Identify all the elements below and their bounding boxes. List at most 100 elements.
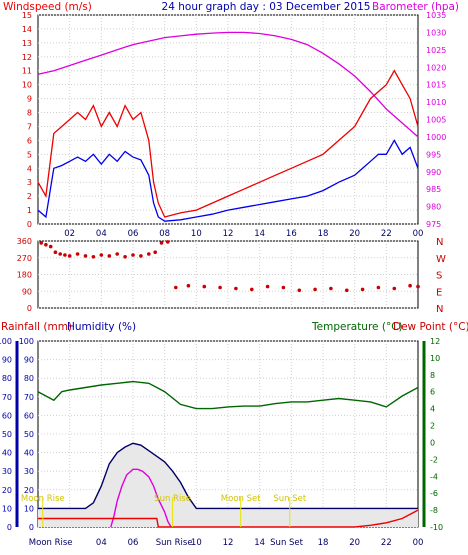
- wind-x-tick-label: 16: [286, 229, 297, 239]
- barometer-tick-label: 1010: [426, 98, 446, 107]
- wind-direction-point: [297, 288, 302, 293]
- wind-direction-point: [345, 288, 349, 293]
- wind-direction-point: [53, 250, 58, 254]
- windspeed-tick-label: 9: [27, 95, 32, 104]
- rainfall-tick-label: 30: [2, 467, 12, 476]
- temperature-tick-label: -2: [430, 455, 438, 464]
- barometer-tick-label: 1030: [426, 28, 446, 37]
- barometer-tick-label: 1005: [426, 116, 446, 125]
- wind-direction-point: [67, 254, 72, 258]
- humidity-tick-label: 100: [19, 337, 34, 346]
- direction-tick-label: 90: [22, 287, 32, 296]
- rainfall-tick-label: 50: [2, 430, 12, 439]
- wind-x-tick-label: 08: [159, 229, 170, 239]
- direction-tick-label: 180: [17, 271, 32, 280]
- barometer-tick-label: 1035: [426, 11, 446, 20]
- temperature-tick-label: 0: [430, 438, 435, 447]
- wind-direction-point: [131, 253, 135, 257]
- wind-direction-point: [58, 252, 62, 256]
- barometer-tick-label: 995: [426, 150, 441, 159]
- compass-label: E: [436, 287, 442, 298]
- rain-x-tick-label: 10: [191, 538, 202, 548]
- temperature-tick-label: -6: [430, 489, 438, 498]
- humidity-tick-label: 50: [24, 430, 34, 439]
- humidity-tick-label: 10: [24, 504, 34, 513]
- astronomy-markers: Moon Rise Sun Rise Moon Set Sun Set: [21, 494, 307, 527]
- grid-lines: [38, 14, 418, 528]
- wind-direction-point: [186, 283, 191, 288]
- temperature-tick-label: 6: [430, 388, 435, 397]
- temperature-tick-label: 2: [430, 422, 435, 431]
- wind-x-tick-label: 06: [128, 229, 139, 239]
- wind-x-tick-label: 12: [223, 229, 234, 239]
- windspeed-tick-label: 6: [27, 136, 32, 145]
- wind-direction-point: [44, 242, 48, 247]
- windspeed-tick-label: 5: [27, 150, 32, 159]
- windspeed-tick-label: 4: [27, 164, 32, 173]
- wind-average-line: [37, 139, 419, 222]
- direction-tick-label: 270: [17, 254, 32, 263]
- wind-direction-point: [281, 285, 286, 290]
- rain-x-tick-label: 04: [96, 538, 107, 548]
- rainfall-tick-label: 100: [0, 337, 12, 346]
- dewpoint-line: [38, 509, 419, 528]
- humidity-tick-label: 60: [24, 411, 34, 420]
- rain-x-tick-label: 00: [413, 538, 424, 548]
- windspeed-tick-label: 0: [27, 220, 32, 229]
- wind-direction-point: [174, 285, 178, 290]
- rain-x-tick-label: 18: [318, 538, 329, 548]
- rainfall-tick-label: 0: [7, 523, 12, 532]
- windspeed-tick-label: 2: [27, 192, 32, 201]
- rainfall-tick-label: 20: [2, 486, 12, 495]
- astronomy-label: Sun Rise: [154, 494, 191, 504]
- rain-x-tick-label: Moon Rise: [29, 538, 73, 548]
- wind-x-tick-label: 02: [64, 229, 75, 239]
- rainfall-tick-label: 40: [2, 449, 12, 458]
- series-lines: [37, 31, 419, 528]
- wind-direction-point: [159, 241, 164, 245]
- rainfall-tick-label: 60: [2, 411, 12, 420]
- wind-direction-point: [123, 254, 127, 259]
- wind-x-tick-label: 22: [381, 229, 392, 239]
- barometer-axis-title: Barometer (hpa): [372, 1, 459, 13]
- astronomy-label: Moon Set: [221, 494, 261, 504]
- humidity-tick-label: 0: [29, 523, 34, 532]
- astronomy-label: Sun Set: [273, 494, 306, 504]
- wind-direction-point: [360, 287, 365, 292]
- barometer-tick-label: 985: [426, 185, 441, 194]
- axis-tick-labels: 0123456789101112131415975980985990995100…: [0, 11, 446, 548]
- wind-direction-point: [218, 285, 222, 290]
- wind-direction-point: [107, 254, 112, 258]
- wind-direction-point: [99, 253, 104, 257]
- barometer-tick-label: 980: [426, 203, 441, 212]
- wind-direction-points: [39, 240, 420, 293]
- windspeed-tick-label: 1: [27, 206, 32, 215]
- rainfall-axis-title: Rainfall (mm): [1, 321, 72, 333]
- wind-x-tick-label: 20: [349, 229, 360, 239]
- windspeed-axis-title: Windspeed (m/s): [3, 1, 92, 13]
- barometer-tick-label: 1015: [426, 81, 446, 90]
- wind-direction-point: [202, 284, 207, 289]
- wind-direction-point: [392, 286, 397, 291]
- compass-label: W: [436, 254, 446, 265]
- direction-tick-label: 360: [17, 237, 32, 246]
- wind-direction-point: [376, 285, 381, 290]
- temperature-axis-title: Temperature (°C): [311, 321, 403, 333]
- wind-direction-point: [147, 252, 151, 256]
- rain-x-tick-label: Sun Rise: [156, 538, 193, 548]
- wind-direction-point: [416, 284, 420, 289]
- rainfall-tick-label: 10: [2, 504, 12, 513]
- wind-x-tick-label: 00: [413, 229, 424, 239]
- barometer-tick-label: 975: [426, 220, 441, 229]
- temperature-tick-label: 8: [430, 371, 435, 380]
- humidity-tick-label: 30: [24, 467, 34, 476]
- compass-label: N: [436, 304, 443, 315]
- humidity-line: [38, 442, 418, 510]
- temperature-line: [37, 380, 419, 410]
- rain-x-tick-label: 06: [128, 538, 139, 548]
- barometer-tick-label: 1025: [426, 46, 446, 55]
- compass-label: S: [436, 271, 442, 282]
- humidity-tick-label: 70: [24, 393, 34, 402]
